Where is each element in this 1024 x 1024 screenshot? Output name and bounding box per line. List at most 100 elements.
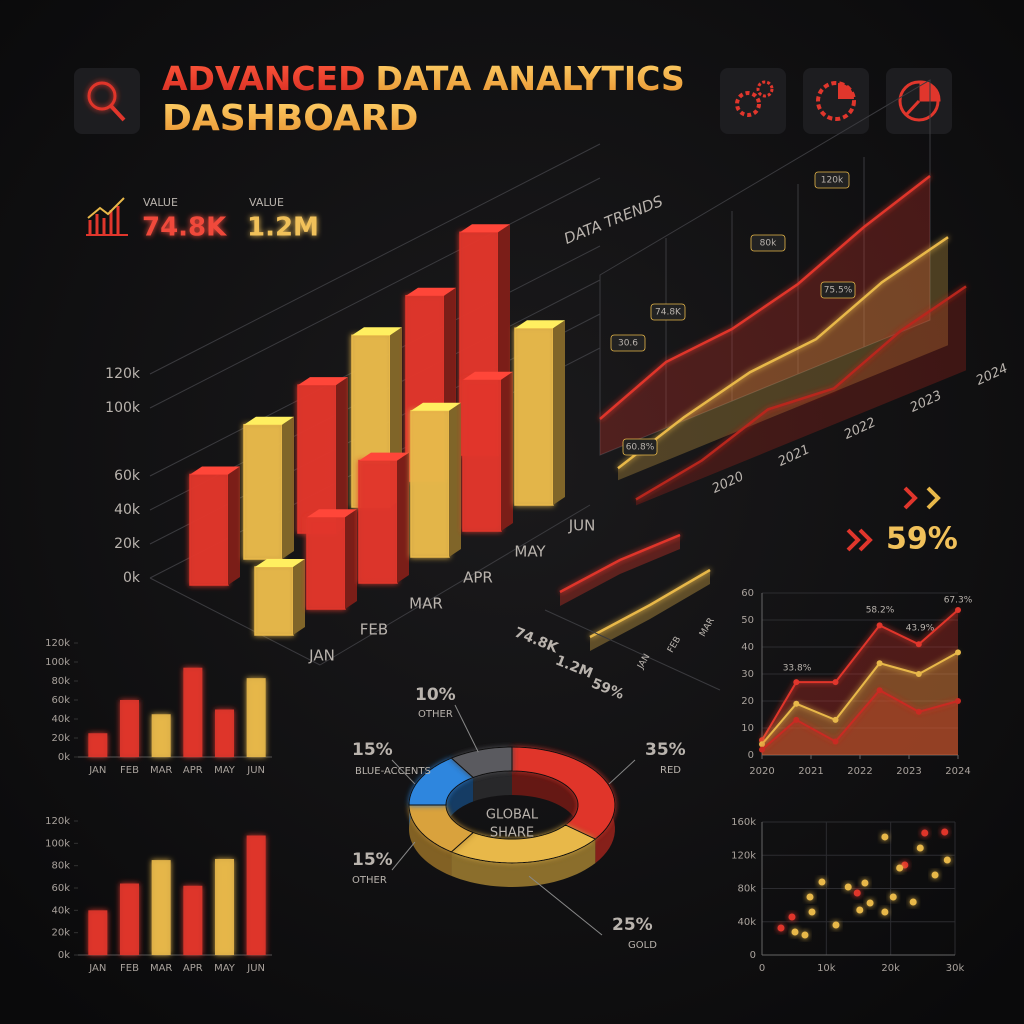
bar-side	[293, 559, 305, 635]
point	[793, 716, 800, 723]
area	[636, 286, 966, 506]
y-tick-label: 40k	[114, 502, 141, 518]
pie-icon[interactable]	[886, 68, 952, 134]
point	[876, 687, 883, 694]
annotation: 58.2%	[866, 606, 895, 616]
area	[600, 176, 930, 455]
icon-shape[interactable]	[904, 80, 941, 117]
ribbon	[590, 570, 710, 651]
bar-side	[449, 402, 461, 557]
point	[921, 829, 929, 837]
x-tick-label: APR	[183, 963, 203, 974]
point	[915, 708, 922, 715]
value-label: 15%	[352, 740, 393, 760]
x-tick-label: 10k	[817, 963, 836, 974]
point	[955, 649, 961, 656]
point	[931, 871, 939, 879]
y-tick-label: 40	[741, 642, 754, 653]
leader-line	[608, 759, 636, 785]
icon-box[interactable]	[74, 68, 140, 134]
axis-line	[544, 609, 721, 691]
bar	[120, 883, 139, 955]
icon-shape[interactable]	[756, 80, 774, 98]
y-tick-label: 0k	[123, 570, 141, 586]
point	[856, 906, 864, 914]
annotation: 75.5%	[824, 286, 853, 296]
area	[762, 652, 958, 755]
icon-shape	[87, 197, 125, 219]
x-tick-label: JAN	[88, 963, 106, 974]
point	[889, 893, 897, 901]
bar-side	[228, 466, 240, 585]
y-tick-label: 120k	[45, 816, 70, 827]
category-label: RED	[660, 765, 681, 776]
y-tick-label: 120k	[731, 850, 756, 861]
point	[793, 679, 800, 686]
annotation-box	[650, 303, 686, 321]
icon-shape[interactable]	[109, 104, 126, 122]
gear-pie-icon[interactable]	[803, 68, 869, 134]
point	[806, 893, 814, 901]
point	[955, 698, 961, 704]
category-label: GOLD	[628, 940, 657, 951]
point	[759, 746, 765, 753]
kpi-label: VALUE	[249, 196, 284, 209]
chevron	[846, 528, 873, 552]
value-label: 15%	[352, 850, 393, 870]
leader-line	[454, 704, 479, 753]
settings-icon[interactable]	[720, 68, 786, 134]
x-tick-label: MAR	[150, 765, 172, 776]
bar	[410, 410, 450, 558]
bar-top	[460, 224, 510, 233]
icon-box[interactable]	[803, 68, 869, 134]
floor-edge	[149, 577, 321, 666]
donut-segment	[450, 746, 513, 779]
point	[941, 828, 949, 836]
leader-line	[528, 875, 603, 936]
kpi-value: 74.8K	[142, 213, 227, 243]
center-label: SHARE	[490, 826, 534, 841]
x-tick-label: JUN	[246, 765, 265, 776]
point	[866, 899, 874, 907]
line	[589, 568, 711, 639]
y-tick-label: 20k	[114, 536, 141, 552]
x-tick-label: JAN	[88, 765, 106, 776]
bar	[88, 733, 108, 757]
y-tick-label: 100k	[105, 400, 141, 416]
y-tick-label: 60k	[114, 468, 141, 484]
point	[909, 898, 917, 906]
search-icon[interactable]	[74, 68, 140, 134]
icon-shape[interactable]	[816, 81, 856, 121]
point	[861, 879, 869, 887]
kpi-value: 59%	[886, 522, 958, 557]
value-label: 10%	[415, 685, 456, 705]
bar	[306, 516, 346, 610]
icon-shape[interactable]	[735, 91, 761, 117]
y-tick-label: 0	[750, 950, 756, 961]
bar-top	[352, 327, 402, 336]
line	[761, 688, 959, 751]
point	[832, 679, 839, 686]
point	[881, 833, 889, 841]
point	[876, 622, 883, 629]
x-tick-label: JUN	[568, 517, 596, 535]
bar-top	[298, 377, 348, 386]
point	[801, 931, 809, 939]
x-tick-label: FEB	[120, 963, 139, 974]
leader-line	[391, 759, 416, 785]
title: ADVANCED DATA ANALYTICS	[162, 59, 685, 98]
y-tick-label: 50	[741, 615, 754, 626]
line	[599, 175, 931, 420]
value-label: 35%	[645, 740, 686, 760]
icon-box[interactable]	[720, 68, 786, 134]
icon-shape[interactable]	[87, 81, 117, 111]
bar-side	[553, 320, 565, 505]
point	[916, 844, 924, 852]
line	[617, 236, 949, 470]
y-tick-label: 60k	[51, 883, 70, 894]
annotation-box	[750, 234, 786, 252]
y-tick-label: 120k	[105, 366, 141, 382]
icon-shape[interactable]	[838, 83, 854, 99]
point	[808, 908, 816, 916]
